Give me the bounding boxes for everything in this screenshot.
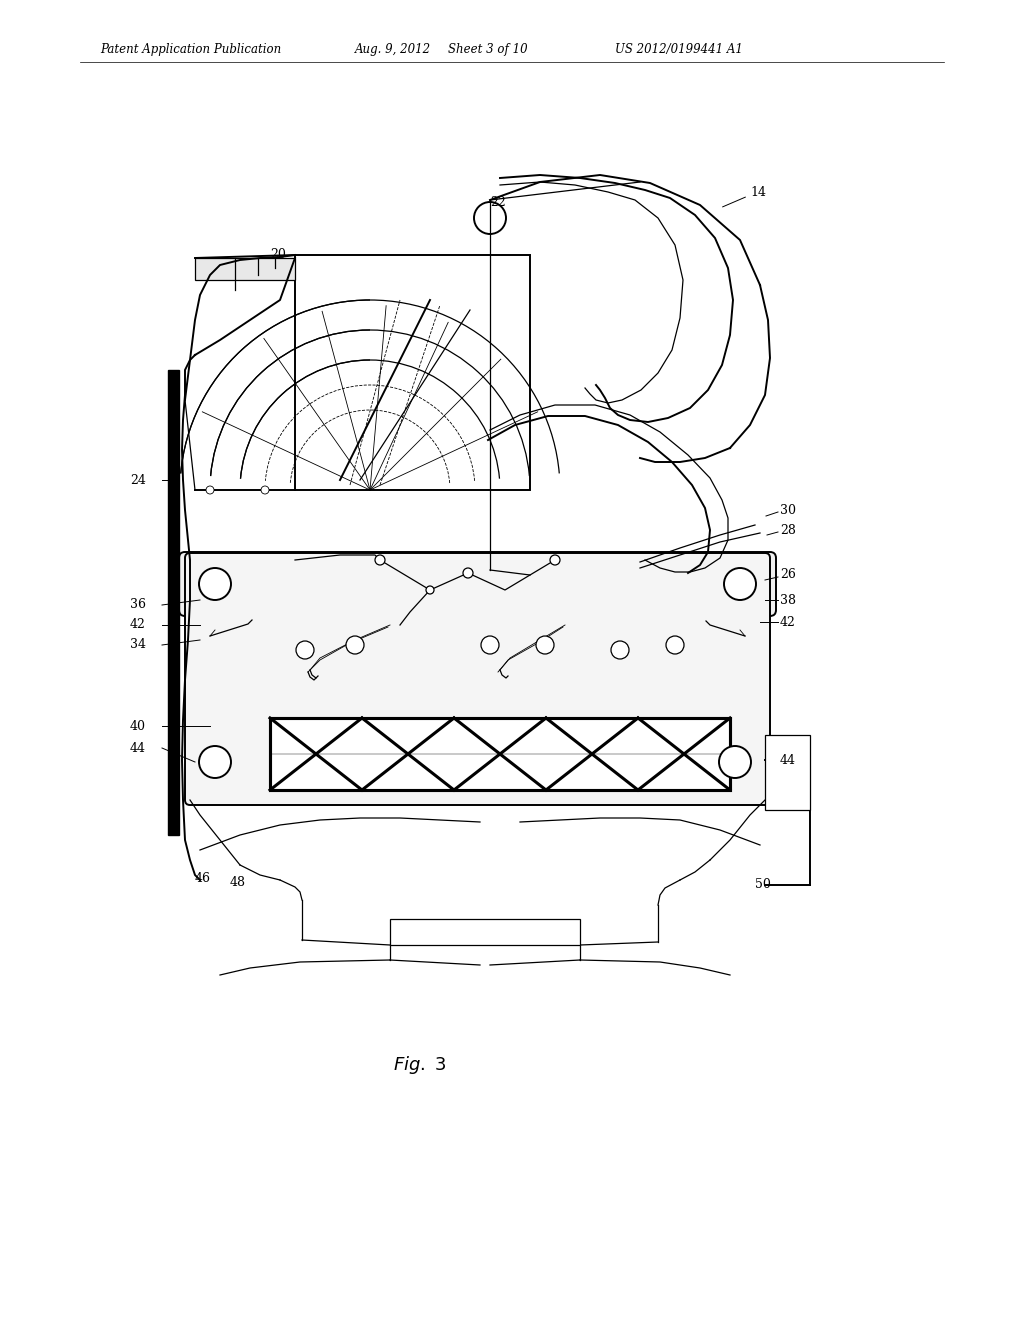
Polygon shape (648, 642, 701, 708)
Circle shape (724, 568, 756, 601)
Text: 38: 38 (780, 594, 796, 606)
Text: Patent Application Publication: Patent Application Publication (100, 44, 282, 57)
Bar (390, 919, 580, 945)
Circle shape (481, 636, 499, 653)
Circle shape (550, 554, 560, 565)
Bar (270, 718, 730, 789)
Circle shape (426, 586, 434, 594)
Circle shape (261, 486, 269, 494)
Bar (168, 370, 179, 836)
Circle shape (199, 568, 231, 601)
Polygon shape (330, 643, 380, 706)
Circle shape (536, 636, 554, 653)
Polygon shape (515, 640, 574, 710)
Text: 28: 28 (780, 524, 796, 536)
Circle shape (375, 554, 385, 565)
Polygon shape (275, 635, 335, 705)
Circle shape (199, 746, 231, 777)
Circle shape (346, 636, 364, 653)
Text: 50: 50 (755, 879, 771, 891)
Text: 46: 46 (195, 871, 211, 884)
Circle shape (719, 746, 751, 777)
Text: 40: 40 (130, 719, 146, 733)
FancyBboxPatch shape (185, 553, 770, 805)
Circle shape (206, 486, 214, 494)
Text: Aug. 9, 2012: Aug. 9, 2012 (355, 44, 431, 57)
Text: 34: 34 (130, 639, 146, 652)
Text: 42: 42 (780, 615, 796, 628)
Text: $\it{Fig.}$ $\it{3}$: $\it{Fig.}$ $\it{3}$ (393, 1053, 446, 1076)
Text: US 2012/0199441 A1: US 2012/0199441 A1 (615, 44, 742, 57)
Text: 30: 30 (780, 503, 796, 516)
Text: 24: 24 (130, 474, 145, 487)
Circle shape (296, 642, 314, 659)
Polygon shape (465, 643, 515, 706)
Text: 22: 22 (490, 195, 506, 209)
Bar (195, 257, 295, 280)
Circle shape (666, 636, 684, 653)
Polygon shape (592, 636, 648, 704)
Text: 14: 14 (750, 186, 766, 198)
Bar (270, 718, 730, 789)
Text: 42: 42 (130, 619, 145, 631)
FancyBboxPatch shape (179, 552, 776, 616)
Circle shape (463, 568, 473, 578)
FancyBboxPatch shape (775, 762, 805, 789)
Bar (295, 255, 530, 490)
Text: 26: 26 (780, 568, 796, 581)
Text: 36: 36 (130, 598, 146, 611)
Text: 44: 44 (130, 742, 146, 755)
Text: Sheet 3 of 10: Sheet 3 of 10 (449, 44, 527, 57)
Bar (765, 735, 810, 810)
Circle shape (611, 642, 629, 659)
Text: 44: 44 (780, 754, 796, 767)
Text: 20: 20 (270, 248, 286, 261)
Text: 48: 48 (230, 875, 246, 888)
